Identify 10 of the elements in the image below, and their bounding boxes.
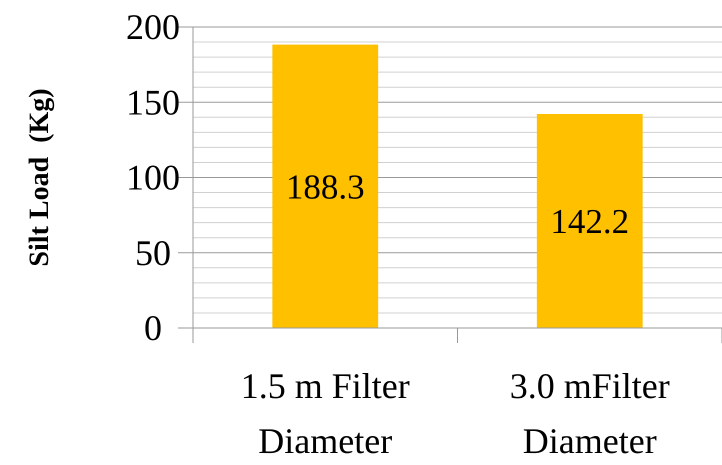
y-tick-label: 150 <box>126 82 180 122</box>
data-label: 142.2 <box>550 202 630 241</box>
x-tick-label: 1.5 m Filter Diameter <box>240 366 410 461</box>
y-axis-title: Silt Load (Kg) <box>24 88 55 267</box>
y-tick-label: 200 <box>126 7 180 47</box>
y-tick-label: 100 <box>126 158 180 198</box>
y-tick-label: 50 <box>135 232 171 273</box>
y-tick-label: 0 <box>144 308 162 348</box>
data-label: 188.3 <box>286 167 365 206</box>
x-tick-label: 3.0 mFilter Diameter <box>510 366 670 461</box>
